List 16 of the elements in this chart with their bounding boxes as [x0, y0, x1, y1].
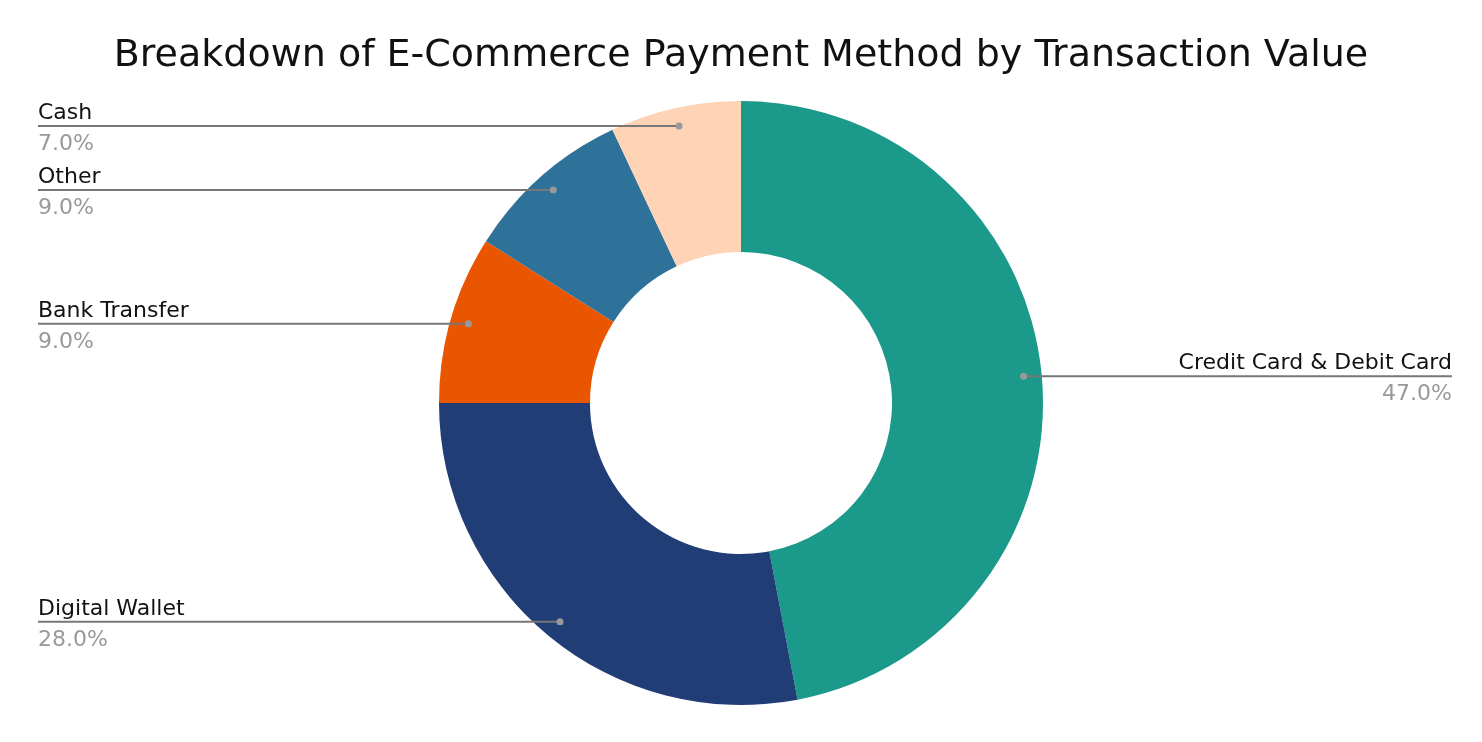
slice-label: Digital Wallet [38, 594, 185, 620]
data-label: 47.0% [1382, 380, 1452, 406]
data-label: 7.0% [38, 129, 94, 155]
chart-title: Breakdown of E-Commerce Payment Method by Transaction Value [113, 31, 1369, 75]
donut-slice [439, 403, 798, 705]
data-label: 9.0% [38, 327, 94, 353]
donut-slice [439, 241, 614, 403]
slice-label: Other [38, 163, 102, 189]
data-label: 28.0% [38, 625, 108, 651]
slice-label: Credit Card & Debit Card [1178, 349, 1452, 375]
donut-slice [741, 101, 1043, 700]
slice-label: Bank Transfer [38, 296, 190, 322]
data-label: 9.0% [38, 194, 94, 220]
donut-slice [612, 101, 741, 267]
slice-label: Cash [38, 98, 93, 124]
donut-slice [486, 129, 677, 323]
